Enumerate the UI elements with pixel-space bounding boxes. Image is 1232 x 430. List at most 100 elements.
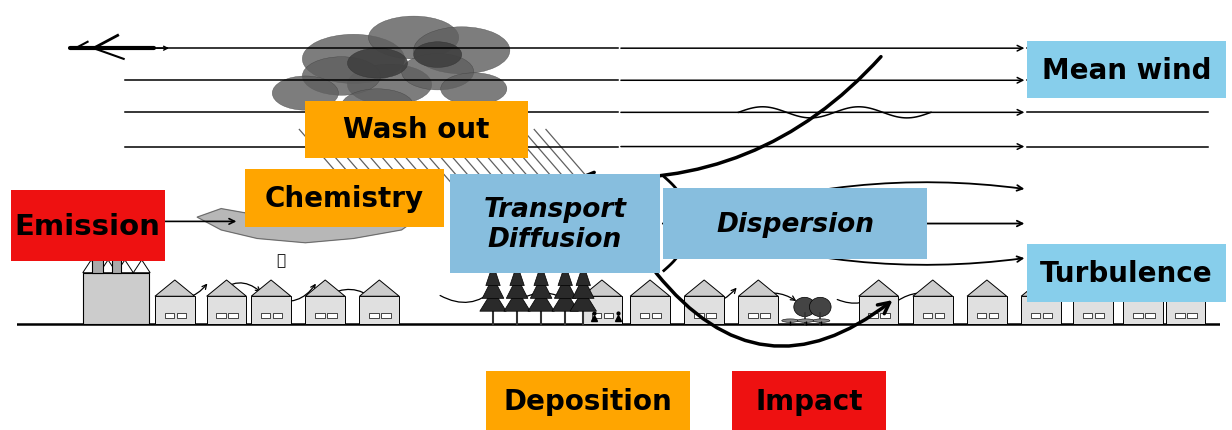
Ellipse shape [347,65,431,106]
Polygon shape [506,277,529,299]
FancyBboxPatch shape [694,313,703,318]
Polygon shape [100,260,117,273]
Polygon shape [530,277,552,299]
Ellipse shape [793,298,816,317]
Polygon shape [631,280,670,297]
Polygon shape [558,264,573,286]
Ellipse shape [797,319,814,322]
FancyBboxPatch shape [582,297,622,324]
FancyBboxPatch shape [326,313,336,318]
FancyBboxPatch shape [591,313,601,318]
Text: Wash out: Wash out [344,116,490,144]
FancyBboxPatch shape [485,371,690,430]
Polygon shape [1021,280,1061,297]
FancyBboxPatch shape [748,313,758,318]
FancyBboxPatch shape [1083,313,1092,318]
Ellipse shape [347,49,408,79]
FancyBboxPatch shape [217,313,225,318]
FancyBboxPatch shape [272,313,282,318]
FancyBboxPatch shape [1042,313,1052,318]
FancyBboxPatch shape [1073,297,1112,324]
FancyBboxPatch shape [684,297,724,324]
Ellipse shape [809,298,832,317]
Text: Deposition: Deposition [504,387,673,415]
Text: Chemistry: Chemistry [265,184,424,212]
Polygon shape [859,280,898,297]
FancyBboxPatch shape [450,175,660,273]
Polygon shape [577,264,590,286]
FancyBboxPatch shape [228,313,238,318]
FancyBboxPatch shape [176,313,186,318]
FancyBboxPatch shape [1021,297,1061,324]
FancyBboxPatch shape [165,313,174,318]
FancyBboxPatch shape [1027,42,1226,99]
Polygon shape [197,179,437,243]
FancyBboxPatch shape [639,313,649,318]
FancyBboxPatch shape [977,313,987,318]
FancyBboxPatch shape [261,313,271,318]
FancyBboxPatch shape [738,297,779,324]
Polygon shape [117,260,133,273]
Polygon shape [83,260,100,273]
Text: Mean wind: Mean wind [1042,56,1211,84]
Ellipse shape [272,77,339,111]
Ellipse shape [402,55,474,91]
FancyBboxPatch shape [381,313,391,318]
FancyBboxPatch shape [604,313,614,318]
FancyBboxPatch shape [859,297,898,324]
Ellipse shape [441,74,506,106]
Ellipse shape [414,28,510,75]
FancyBboxPatch shape [1175,313,1185,318]
FancyBboxPatch shape [869,313,878,318]
Polygon shape [155,280,195,297]
Polygon shape [1165,280,1205,297]
Ellipse shape [813,319,830,322]
FancyBboxPatch shape [663,189,928,259]
FancyBboxPatch shape [207,297,246,324]
Text: Impact: Impact [755,387,864,415]
FancyBboxPatch shape [881,313,890,318]
Polygon shape [684,280,724,297]
FancyBboxPatch shape [652,313,662,318]
Polygon shape [913,280,952,297]
Polygon shape [967,280,1007,297]
Polygon shape [207,280,246,297]
FancyBboxPatch shape [760,313,770,318]
Polygon shape [552,290,579,311]
FancyBboxPatch shape [1031,313,1041,318]
FancyBboxPatch shape [306,297,345,324]
Polygon shape [573,277,594,299]
FancyBboxPatch shape [631,297,670,324]
FancyBboxPatch shape [989,313,998,318]
FancyBboxPatch shape [1027,244,1226,302]
FancyBboxPatch shape [1188,313,1196,318]
FancyBboxPatch shape [315,313,324,318]
Polygon shape [1073,280,1112,297]
Text: Emission: Emission [15,212,160,240]
Polygon shape [504,290,530,311]
FancyBboxPatch shape [306,101,529,159]
Ellipse shape [302,35,404,84]
FancyBboxPatch shape [155,297,195,324]
Text: Dispersion: Dispersion [716,211,873,237]
FancyBboxPatch shape [360,297,399,324]
FancyBboxPatch shape [370,313,378,318]
Polygon shape [251,280,291,297]
Polygon shape [482,277,504,299]
Ellipse shape [302,58,381,96]
FancyBboxPatch shape [967,297,1007,324]
Polygon shape [485,264,500,286]
FancyBboxPatch shape [92,235,103,273]
Polygon shape [510,264,525,286]
FancyBboxPatch shape [1124,297,1163,324]
Ellipse shape [368,17,458,60]
Ellipse shape [414,43,462,68]
Polygon shape [479,290,506,311]
Ellipse shape [782,319,798,322]
Polygon shape [582,280,622,297]
FancyBboxPatch shape [1165,297,1205,324]
Polygon shape [554,277,577,299]
FancyBboxPatch shape [1145,313,1154,318]
Text: 🚁: 🚁 [277,253,286,268]
FancyBboxPatch shape [83,273,149,324]
